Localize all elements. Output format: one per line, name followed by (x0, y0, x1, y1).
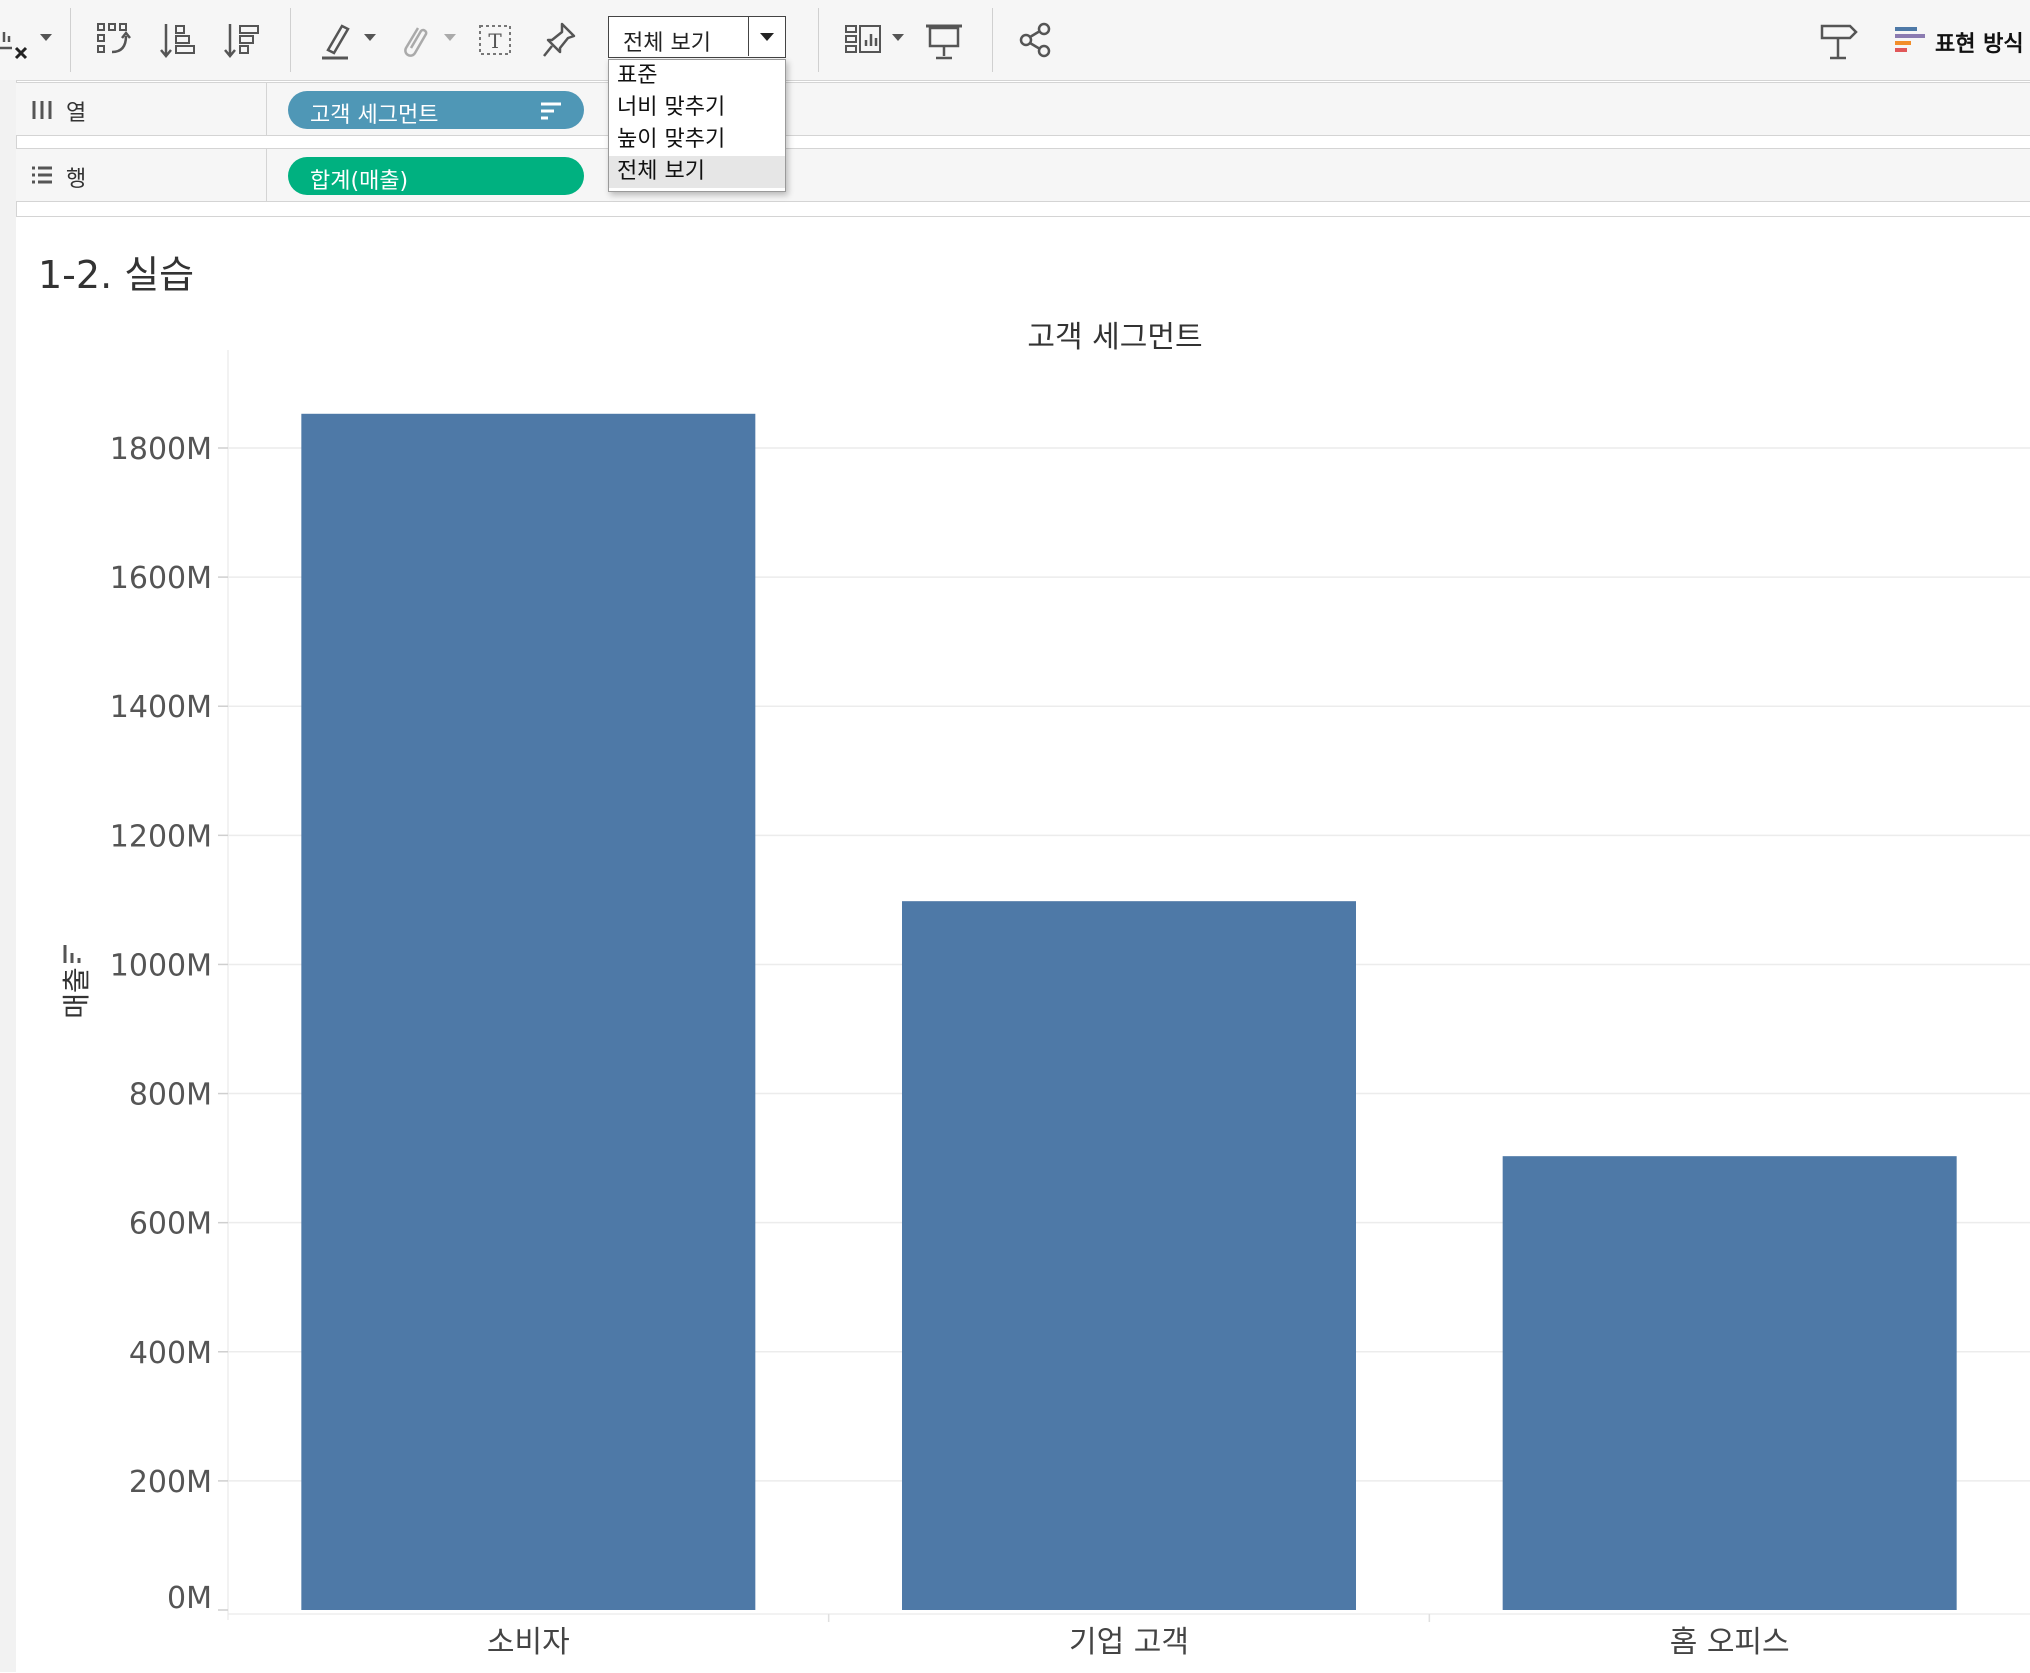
y-axis-title[interactable]: 매출 (40, 945, 110, 1035)
x-tick-label[interactable]: 소비자 (487, 1625, 570, 1660)
fit-option-standard[interactable]: 표준 (617, 63, 658, 88)
fit-dropdown[interactable]: 전체 보기 (608, 16, 786, 58)
y-tick-label: 1400M (110, 690, 212, 725)
customer-segment-pill[interactable]: 고객 세그먼트 (288, 91, 584, 129)
rows-shelf-header: 행 (16, 149, 267, 201)
sort-indicator-icon[interactable] (540, 101, 562, 121)
toolbar-divider (992, 8, 993, 72)
x-tick-label[interactable]: 기업 고객 (1069, 1625, 1189, 1660)
rows-shelf-label: 행 (66, 167, 87, 192)
axis-sort-icon[interactable] (62, 943, 84, 965)
column-header-title: 고객 세그먼트 (1027, 320, 1203, 355)
columns-icon (32, 101, 52, 119)
presentation-mode-icon[interactable] (922, 18, 966, 62)
sum-sales-pill[interactable]: 합계(매출) (288, 157, 584, 195)
y-tick-label: 200M (129, 1465, 212, 1500)
text-label-icon[interactable]: T (474, 18, 518, 62)
chevron-down-icon[interactable] (40, 34, 52, 41)
clear-sheet-icon[interactable] (0, 18, 36, 62)
show-me-button[interactable]: 표현 방식 (1885, 14, 2025, 66)
swap-rows-columns-icon[interactable] (92, 18, 136, 62)
fit-selected-value: 전체 보기 (623, 31, 711, 56)
chevron-down-icon[interactable] (748, 17, 785, 56)
sort-ascending-icon[interactable] (156, 18, 200, 62)
y-tick-label: 0M (167, 1581, 212, 1616)
toolbar-divider (290, 8, 291, 72)
toolbar-divider (70, 8, 71, 72)
toolbar: T 전체 보기 표현 방식 (0, 0, 2030, 81)
columns-shelf-header: 열 (16, 83, 267, 135)
y-tick-label: 800M (129, 1078, 212, 1113)
show-me-icon (1895, 27, 1925, 52)
pin-icon[interactable] (538, 18, 582, 62)
share-icon[interactable] (1014, 18, 1058, 62)
bar[interactable] (1502, 1156, 1957, 1610)
y-tick-label: 1600M (110, 561, 212, 596)
fit-option-entire-view[interactable]: 전체 보기 (609, 156, 785, 188)
x-tick-label[interactable]: 홈 오피스 (1670, 1625, 1790, 1660)
toolbar-divider (818, 8, 819, 72)
highlight-pen-icon[interactable] (314, 18, 358, 62)
y-tick-label: 1000M (110, 948, 212, 983)
fit-dropdown-menu: 표준 너비 맞추기 높이 맞추기 전체 보기 (608, 59, 786, 192)
fit-option-fit-height[interactable]: 높이 맞추기 (617, 127, 726, 152)
svg-text:T: T (488, 29, 502, 53)
sort-descending-icon[interactable] (220, 18, 264, 62)
y-tick-label: 1800M (110, 432, 212, 467)
signpost-icon[interactable] (1816, 18, 1860, 62)
bar[interactable] (902, 901, 1356, 1610)
y-tick-label: 600M (129, 1207, 212, 1242)
pill-label: 고객 세그먼트 (310, 103, 439, 128)
chevron-down-icon (444, 34, 456, 41)
show-me-label: 표현 방식 (1935, 32, 2024, 57)
sheet-title: 1-2. 실습 (38, 253, 195, 297)
chevron-down-icon[interactable] (892, 34, 904, 41)
y-tick-label: 1200M (110, 819, 212, 854)
show-cards-icon[interactable] (842, 18, 886, 62)
y-tick-label: 400M (129, 1336, 212, 1371)
bar[interactable] (301, 413, 756, 1611)
pill-label: 합계(매출) (310, 169, 409, 194)
fit-option-fit-width[interactable]: 너비 맞추기 (617, 95, 726, 120)
rows-icon (32, 166, 52, 184)
columns-shelf[interactable]: 열 고객 세그먼트 (16, 82, 2030, 136)
rows-shelf[interactable]: 행 합계(매출) (16, 148, 2030, 202)
paperclip-icon[interactable] (392, 18, 436, 62)
columns-shelf-label: 열 (66, 101, 87, 126)
chevron-down-icon[interactable] (364, 34, 376, 41)
